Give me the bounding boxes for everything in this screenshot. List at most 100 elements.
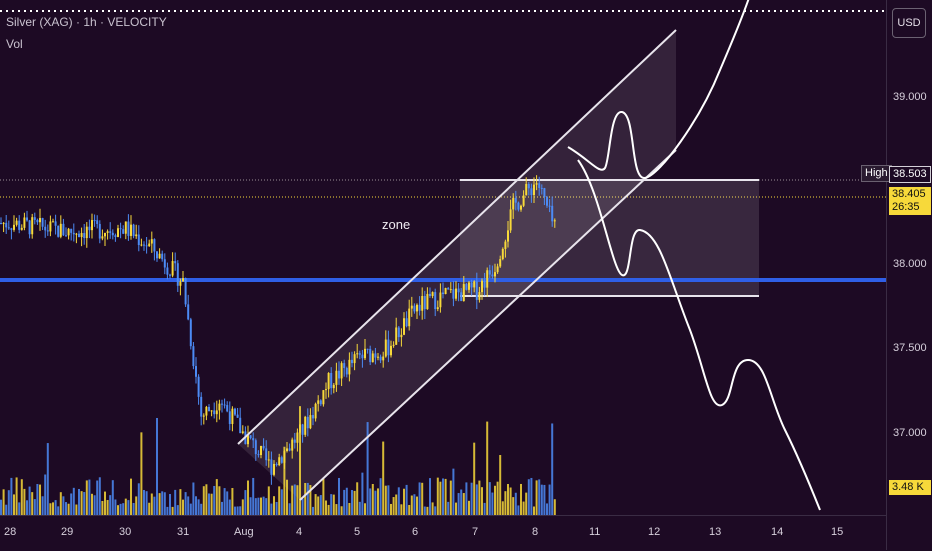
candle-body: [455, 288, 457, 299]
volume-bar: [150, 493, 153, 515]
price-chart[interactable]: [0, 0, 886, 515]
volume-bar: [78, 488, 80, 515]
volume-bar: [223, 488, 226, 515]
volume-bar: [83, 492, 86, 515]
channel-lower-line[interactable]: [299, 149, 677, 501]
candle-body: [200, 396, 203, 417]
candle-body: [392, 344, 395, 346]
candle-body: [548, 205, 551, 207]
chart-canvas[interactable]: Silver (XAG) · 1h · VELOCITY Vol zone: [0, 0, 886, 515]
candle-body: [517, 202, 520, 210]
currency-button[interactable]: USD: [892, 8, 926, 38]
candle-body: [473, 281, 476, 288]
volume-bar: [236, 506, 239, 515]
volume-bar: [187, 496, 190, 515]
volume-bar: [504, 491, 507, 515]
candle-body: [252, 438, 255, 441]
volume-bar: [387, 485, 390, 515]
candle-body: [46, 230, 49, 232]
time-label: 30: [119, 526, 132, 538]
candle-body: [54, 221, 57, 226]
candle-body: [145, 245, 148, 247]
candle-body: [551, 205, 554, 222]
candle-body: [88, 226, 91, 231]
volume-bar: [499, 455, 502, 515]
candle-body: [364, 348, 366, 359]
candle-body: [522, 195, 525, 206]
volume-bar: [494, 485, 496, 515]
zone-rectangle[interactable]: [460, 180, 759, 296]
channel-upper-line[interactable]: [237, 29, 677, 445]
candle-body: [127, 221, 130, 236]
candle-body: [158, 253, 161, 259]
volume-bar: [356, 482, 359, 515]
volume-bar: [18, 502, 21, 515]
candle-body: [431, 292, 434, 296]
projection-bearish-path[interactable]: [577, 159, 821, 511]
volume-bar: [67, 503, 70, 515]
candle-body: [260, 445, 262, 456]
candle-body: [291, 439, 294, 451]
volume-bar: [221, 501, 223, 515]
volume-bar: [283, 446, 286, 515]
volume-bar: [423, 506, 426, 515]
volume-bar: [421, 482, 424, 515]
volume-bar: [413, 494, 416, 515]
candle-body: [197, 376, 200, 397]
candle-body: [213, 410, 216, 415]
price-tick: 39.000: [893, 91, 927, 103]
candle-body: [330, 372, 333, 389]
candle-body: [283, 451, 286, 463]
candle-body: [442, 292, 444, 295]
volume-bar: [208, 493, 210, 515]
volume-bar: [369, 488, 372, 515]
volume-bar: [85, 480, 88, 515]
volume-bar: [15, 477, 18, 515]
candle-body: [317, 400, 320, 404]
candle-body: [67, 228, 70, 236]
projection-bullish-path[interactable]: [567, 0, 750, 179]
candle-body: [59, 223, 62, 237]
volume-bar: [384, 485, 387, 515]
candle-body: [96, 220, 99, 224]
candle-body: [465, 284, 468, 290]
candle-body: [52, 221, 54, 223]
volume-bar: [392, 497, 395, 515]
candle-body: [249, 435, 252, 439]
volume-indicator-label[interactable]: Vol: [6, 37, 23, 51]
volume-bar: [166, 506, 169, 515]
volume-bar: [481, 487, 483, 515]
candle-body: [80, 233, 83, 238]
volume-bar: [117, 505, 119, 515]
candle-body: [236, 414, 239, 418]
candle-body: [322, 390, 325, 405]
time-label: 6: [412, 526, 419, 538]
zone-text-label[interactable]: zone: [382, 217, 411, 232]
volume-bar: [338, 477, 340, 515]
candle-body: [215, 410, 218, 415]
time-axis[interactable]: 28 29 30 31 Aug 4 5 6 7 8 11 12 13 14 15: [0, 515, 886, 551]
candle-body: [195, 366, 197, 377]
price-axis[interactable]: [886, 0, 932, 550]
candle-body: [111, 232, 114, 236]
candle-body: [507, 230, 509, 242]
high-price-tag: 38.503: [889, 166, 931, 183]
candle-body: [436, 307, 439, 310]
candle-body: [457, 288, 460, 293]
candle-body: [148, 243, 151, 247]
volume-bar: [522, 501, 525, 515]
volume-bar: [426, 506, 429, 515]
candle-body: [18, 220, 21, 230]
volume-bar: [0, 499, 2, 515]
volume-bar: [452, 468, 455, 515]
volume-bar: [13, 494, 15, 515]
volume-bar: [525, 492, 528, 515]
candle-body: [312, 415, 314, 419]
candle-body: [20, 227, 23, 230]
volume-bar: [215, 479, 218, 515]
volume-bar: [312, 506, 314, 515]
candle-body: [527, 183, 530, 189]
candlesticks: [0, 175, 556, 485]
symbol-title[interactable]: Silver (XAG) · 1h · VELOCITY: [6, 15, 167, 29]
candle-body: [176, 263, 179, 286]
